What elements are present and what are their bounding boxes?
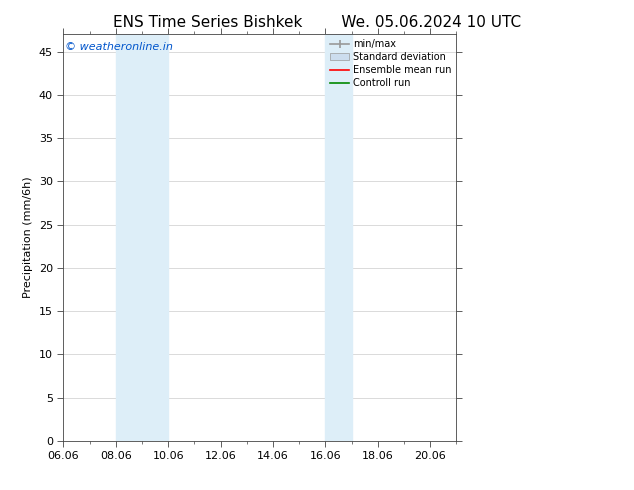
Text: © weatheronline.in: © weatheronline.in	[65, 43, 173, 52]
Bar	[325, 34, 352, 441]
Y-axis label: Precipitation (mm/6h): Precipitation (mm/6h)	[23, 177, 34, 298]
Text: ENS Time Series Bishkek        We. 05.06.2024 10 UTC: ENS Time Series Bishkek We. 05.06.2024 1…	[113, 15, 521, 30]
Bar	[116, 34, 168, 441]
Legend: min/max, Standard deviation, Ensemble mean run, Controll run: min/max, Standard deviation, Ensemble me…	[330, 39, 451, 88]
